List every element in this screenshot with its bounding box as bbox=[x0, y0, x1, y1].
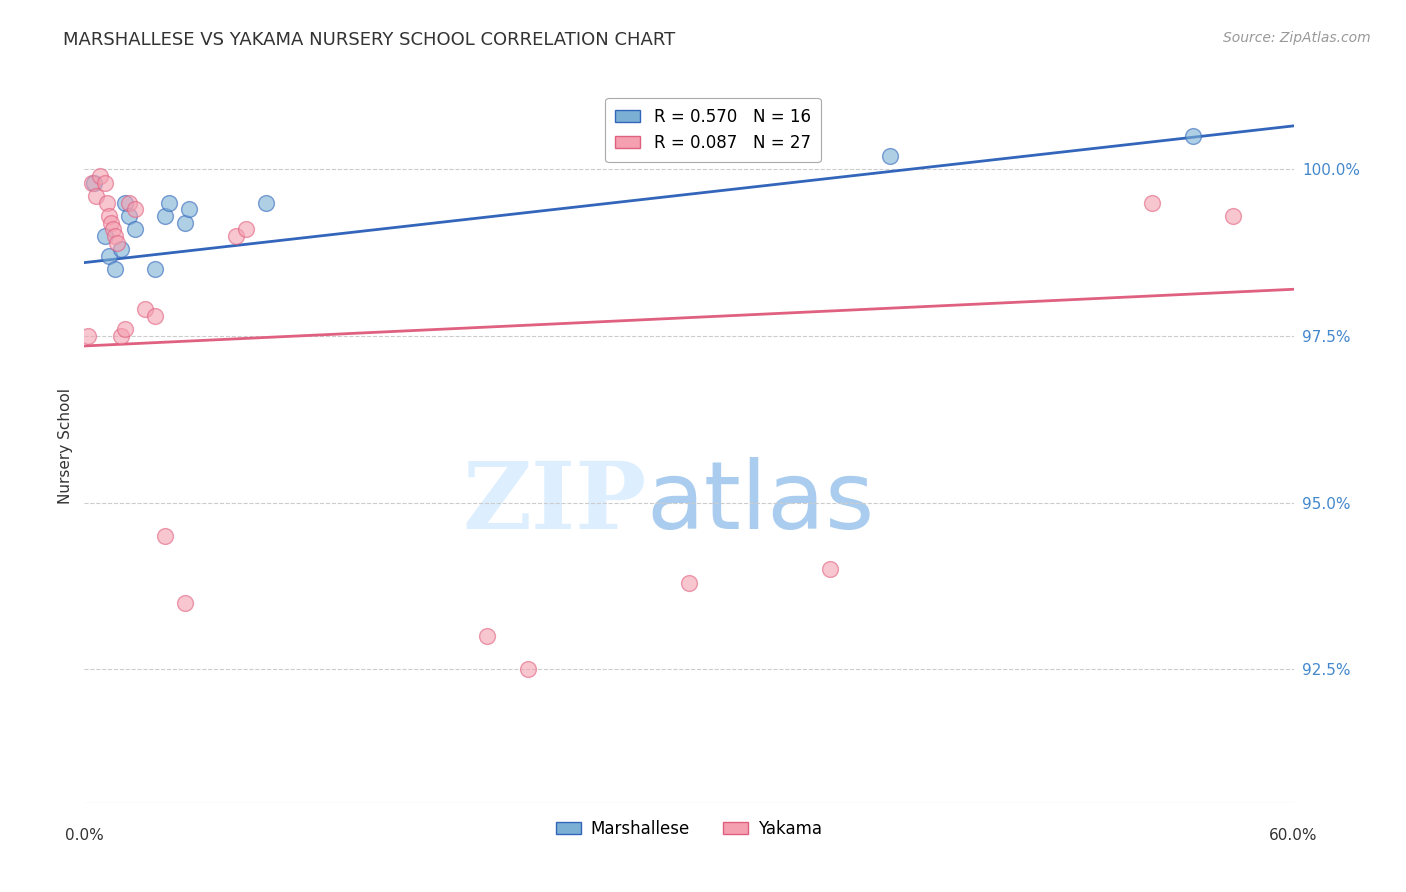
Point bbox=[254, 195, 277, 210]
Point bbox=[879, 149, 901, 163]
Point bbox=[118, 195, 141, 210]
Point bbox=[96, 195, 118, 210]
Point bbox=[235, 222, 257, 236]
Point bbox=[105, 235, 128, 250]
Point bbox=[174, 596, 197, 610]
Point bbox=[134, 302, 156, 317]
Text: 60.0%: 60.0% bbox=[1270, 828, 1317, 843]
Point bbox=[678, 575, 700, 590]
Point bbox=[225, 228, 247, 243]
Point bbox=[179, 202, 201, 217]
Point bbox=[143, 309, 166, 323]
Point bbox=[97, 249, 120, 263]
Point bbox=[82, 176, 104, 190]
Point bbox=[110, 242, 132, 256]
Point bbox=[104, 262, 127, 277]
Point bbox=[114, 195, 136, 210]
Point bbox=[1181, 128, 1204, 143]
Point bbox=[124, 202, 146, 217]
Text: Source: ZipAtlas.com: Source: ZipAtlas.com bbox=[1223, 31, 1371, 45]
Point bbox=[89, 169, 111, 183]
Point bbox=[77, 329, 100, 343]
Text: atlas: atlas bbox=[647, 457, 875, 549]
Point bbox=[100, 216, 122, 230]
Point bbox=[93, 228, 115, 243]
Point bbox=[93, 176, 115, 190]
Point bbox=[157, 195, 180, 210]
Text: 0.0%: 0.0% bbox=[65, 828, 104, 843]
Text: MARSHALLESE VS YAKAMA NURSERY SCHOOL CORRELATION CHART: MARSHALLESE VS YAKAMA NURSERY SCHOOL COR… bbox=[63, 31, 675, 49]
Point bbox=[97, 209, 120, 223]
Point bbox=[83, 176, 105, 190]
Point bbox=[124, 222, 146, 236]
Point bbox=[174, 216, 197, 230]
Point bbox=[153, 529, 176, 543]
Point bbox=[143, 262, 166, 277]
Point bbox=[153, 209, 176, 223]
Text: ZIP: ZIP bbox=[463, 458, 647, 548]
Point bbox=[818, 562, 841, 576]
Point bbox=[114, 322, 136, 336]
Point bbox=[104, 228, 127, 243]
Point bbox=[1142, 195, 1164, 210]
Point bbox=[86, 189, 108, 203]
Point bbox=[1222, 209, 1244, 223]
Point bbox=[516, 662, 538, 676]
Point bbox=[110, 329, 132, 343]
Point bbox=[118, 209, 141, 223]
Legend: Marshallese, Yakama: Marshallese, Yakama bbox=[548, 814, 830, 845]
Point bbox=[101, 222, 124, 236]
Y-axis label: Nursery School: Nursery School bbox=[58, 388, 73, 504]
Point bbox=[477, 629, 499, 643]
